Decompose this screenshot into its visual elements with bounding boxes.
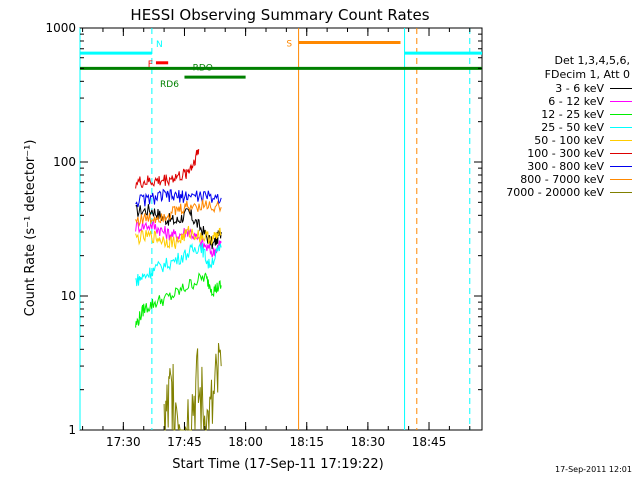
vertical-markers: [79, 28, 471, 430]
legend-swatch: [610, 101, 632, 102]
flag-label-rd6: RD6: [160, 80, 179, 90]
legend-label: 50 - 100 keV: [534, 134, 604, 147]
y-tick-label: 1: [68, 423, 76, 437]
legend-entry-800-7000-kev: 800 - 7000 keV: [488, 173, 636, 186]
y-tick-label: 1000: [45, 21, 76, 35]
legend-label: 6 - 12 keV: [548, 95, 604, 108]
flag-label-n: N: [156, 40, 163, 50]
legend-label: 800 - 7000 keV: [520, 173, 604, 186]
legend-swatch: [610, 153, 632, 154]
series-line-7000-20000-kev: [163, 343, 222, 431]
flag-label-f: F: [148, 60, 153, 70]
legend-header-line-1: Det 1,3,4,5,6,: [554, 54, 630, 67]
legend-entry-3-6-kev: 3 - 6 keV: [488, 82, 636, 95]
series-line-100-300-kev: [135, 148, 200, 189]
flag-bars: NF RDO RD6 S: [80, 39, 482, 90]
flag-label-s: S: [286, 39, 292, 49]
legend-swatch: [610, 140, 632, 141]
timestamp: 17-Sep-2011 12:01: [555, 465, 632, 474]
legend-swatch: [610, 127, 632, 128]
legend-entry-50-100-kev: 50 - 100 keV: [488, 134, 636, 147]
legend-entry-25-50-kev: 25 - 50 keV: [488, 121, 636, 134]
legend-entry-7000-20000-kev: 7000 - 20000 keV: [488, 186, 636, 199]
y-tick-label: 10: [61, 289, 76, 303]
series-lines: [135, 148, 222, 431]
legend-label: 3 - 6 keV: [555, 82, 604, 95]
legend-label: 100 - 300 keV: [527, 147, 604, 160]
legend-swatch: [610, 192, 632, 193]
legend-entry-300-800-kev: 300 - 800 keV: [488, 160, 636, 173]
legend-swatch: [610, 179, 632, 180]
x-axis-label: Start Time (17-Sep-11 17:19:22): [172, 457, 383, 472]
x-tick-label: 18:00: [228, 435, 263, 449]
legend-label: 7000 - 20000 keV: [506, 186, 604, 199]
legend: Det 1,3,4,5,6, FDecim 1, Att 0 3 - 6 keV…: [488, 54, 636, 199]
legend-entries: 3 - 6 keV 6 - 12 keV 12 - 25 keV 25 - 50 ke…: [488, 82, 636, 199]
series-line-6-12-kev: [135, 219, 222, 258]
x-tick-label: 17:45: [167, 435, 202, 449]
legend-swatch: [610, 114, 632, 115]
x-tick-label: 18:15: [289, 435, 324, 449]
axes: 1 10 100 1000 17:30 17:45 18:00 18:15 18:30 18:45: [45, 21, 482, 449]
y-axis-label: Count Rate (s⁻¹ detector⁻¹): [23, 140, 38, 317]
flag-label-rdo: RDO: [193, 63, 213, 73]
x-tick-label: 18:30: [351, 435, 386, 449]
series-line-50-100-kev: [135, 225, 222, 249]
series-line-800-7000-kev: [135, 199, 222, 228]
legend-header-line-2: FDecim 1, Att 0: [544, 68, 630, 81]
legend-entry-6-12-kev: 6 - 12 keV: [488, 95, 636, 108]
legend-label: 300 - 800 keV: [527, 160, 604, 173]
x-tick-label: 17:30: [106, 435, 141, 449]
series-line-25-50-kev: [135, 242, 222, 287]
series-line-12-25-kev: [135, 272, 222, 328]
chart-title: HESSI Observing Summary Count Rates: [130, 6, 429, 24]
x-tick-label: 18:45: [412, 435, 447, 449]
legend-label: 25 - 50 keV: [541, 121, 604, 134]
series-line-300-800-kev: [135, 188, 222, 208]
y-tick-label: 100: [53, 155, 76, 169]
legend-swatch: [610, 88, 632, 89]
legend-label: 12 - 25 keV: [541, 108, 604, 121]
legend-entry-12-25-kev: 12 - 25 keV: [488, 108, 636, 121]
legend-swatch: [610, 166, 632, 167]
legend-entry-100-300-kev: 100 - 300 keV: [488, 147, 636, 160]
